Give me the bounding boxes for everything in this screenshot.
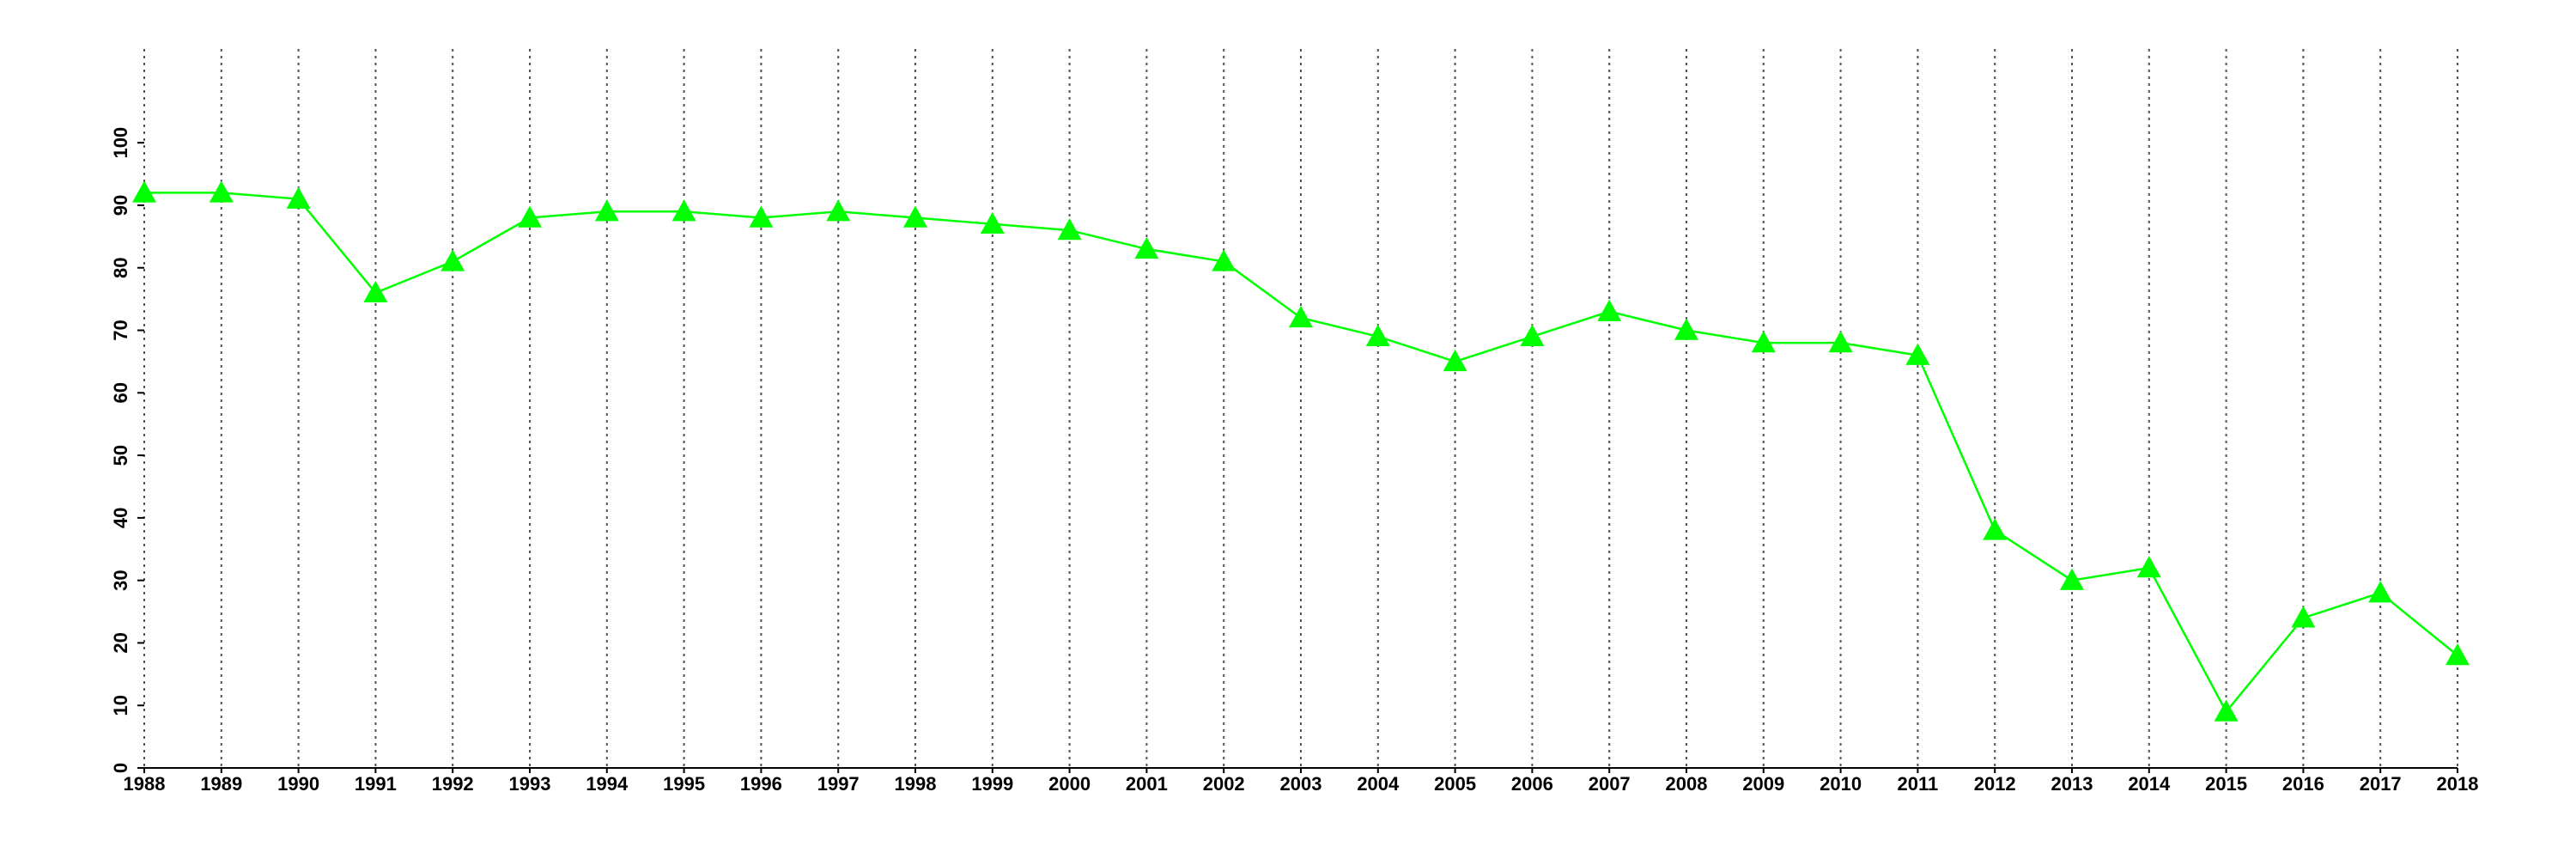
x-tick-label: 1989 (200, 773, 242, 795)
x-tick-label: 1999 (971, 773, 1013, 795)
marker (2060, 568, 2084, 590)
marker (1212, 249, 1236, 271)
marker (286, 186, 311, 209)
x-tick-label: 2012 (1974, 773, 2016, 795)
marker (2368, 581, 2393, 603)
x-tick-label: 2007 (1589, 773, 1631, 795)
x-tick-label: 2018 (2437, 773, 2479, 795)
x-tick-label: 1997 (817, 773, 860, 795)
y-tick-label: 10 (110, 695, 131, 716)
marker (1597, 299, 1622, 321)
y-tick-label: 40 (110, 508, 131, 528)
marker (594, 199, 619, 222)
y-tick-label: 60 (110, 382, 131, 403)
marker (1905, 343, 1930, 365)
marker (2445, 643, 2470, 666)
x-tick-label: 1993 (509, 773, 551, 795)
marker (671, 199, 696, 222)
x-tick-label: 1988 (124, 773, 166, 795)
x-tick-label: 2013 (2051, 773, 2093, 795)
x-tick-label: 2016 (2282, 773, 2324, 795)
marker (1443, 349, 1467, 372)
marker (518, 205, 542, 228)
x-tick-label: 1990 (277, 773, 319, 795)
y-tick-label: 50 (110, 445, 131, 466)
x-tick-label: 2015 (2205, 773, 2247, 795)
x-tick-label: 2004 (1357, 773, 1400, 795)
y-tick-label: 80 (110, 257, 131, 277)
x-tick-label: 1994 (586, 773, 629, 795)
x-tick-label: 2003 (1280, 773, 1322, 795)
marker (1057, 218, 1082, 241)
marker (1365, 324, 1390, 346)
x-tick-label: 2002 (1203, 773, 1245, 795)
x-tick-label: 2017 (2360, 773, 2402, 795)
x-tick-label: 1995 (663, 773, 705, 795)
x-tick-label: 2011 (1898, 773, 1939, 795)
marker (826, 199, 851, 222)
marker (1983, 518, 2008, 540)
marker (2136, 556, 2161, 578)
marker (1674, 318, 1698, 340)
marker (1828, 331, 1853, 353)
marker (440, 249, 465, 271)
marker (1520, 324, 1545, 346)
marker (749, 205, 774, 228)
marker (2291, 606, 2316, 628)
marker (1134, 236, 1159, 259)
marker (1289, 305, 1313, 328)
x-tick-label: 2014 (2128, 773, 2171, 795)
marker (363, 280, 388, 303)
x-tick-label: 2000 (1048, 773, 1091, 795)
x-tick-label: 1996 (740, 773, 782, 795)
x-tick-label: 1998 (895, 773, 937, 795)
x-tick-label: 2001 (1126, 773, 1168, 795)
y-tick-label: 20 (110, 632, 131, 653)
x-tick-label: 1991 (355, 773, 397, 795)
marker (980, 211, 1005, 234)
x-tick-label: 2010 (1820, 773, 1862, 795)
y-tick-label: 0 (110, 763, 131, 773)
marker (903, 205, 927, 228)
marker (1751, 331, 1776, 353)
y-tick-label: 30 (110, 570, 131, 590)
marker (132, 180, 156, 203)
x-tick-label: 2008 (1666, 773, 1708, 795)
x-tick-label: 1992 (432, 773, 474, 795)
marker (2214, 699, 2239, 722)
marker (209, 180, 234, 203)
y-tick-label: 90 (110, 195, 131, 216)
y-tick-label: 100 (110, 127, 131, 159)
x-tick-label: 2006 (1511, 773, 1553, 795)
x-tick-label: 2009 (1742, 773, 1784, 795)
x-tick-label: 2005 (1434, 773, 1476, 795)
y-tick-label: 70 (110, 320, 131, 340)
